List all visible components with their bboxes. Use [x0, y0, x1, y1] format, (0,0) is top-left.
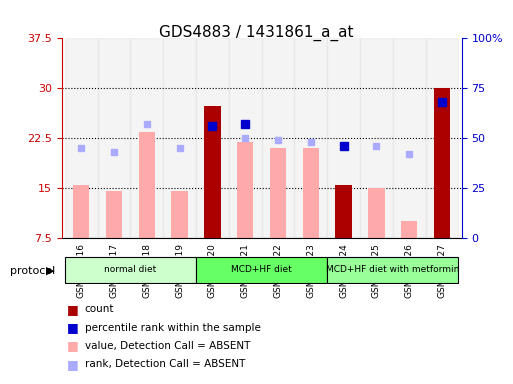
Text: ■: ■	[67, 303, 78, 316]
Text: count: count	[85, 304, 114, 314]
Bar	[204, 106, 221, 238]
Text: MCD+HF diet with metformin: MCD+HF diet with metformin	[326, 265, 460, 274]
Bar	[237, 142, 253, 238]
Bar	[401, 222, 418, 238]
Bar	[294, 38, 327, 238]
Bar	[229, 38, 262, 238]
Text: percentile rank within the sample: percentile rank within the sample	[85, 323, 261, 333]
Bar	[270, 148, 286, 238]
Bar	[163, 38, 196, 238]
Bar	[106, 192, 122, 238]
Bar	[171, 192, 188, 238]
Text: ■: ■	[67, 339, 78, 353]
Bar	[327, 38, 360, 238]
Text: rank, Detection Call = ABSENT: rank, Detection Call = ABSENT	[85, 359, 245, 369]
Text: protocol: protocol	[10, 266, 55, 276]
Text: GDS4883 / 1431861_a_at: GDS4883 / 1431861_a_at	[159, 25, 354, 41]
Bar	[426, 38, 459, 238]
FancyBboxPatch shape	[65, 257, 196, 283]
Text: ■: ■	[67, 358, 78, 371]
Bar	[97, 38, 130, 238]
Text: normal diet: normal diet	[104, 265, 156, 274]
Bar	[130, 38, 163, 238]
Bar	[360, 38, 393, 238]
Text: ▶: ▶	[46, 266, 55, 276]
Bar	[393, 38, 426, 238]
FancyBboxPatch shape	[196, 257, 327, 283]
Bar	[73, 185, 89, 238]
Bar	[303, 148, 319, 238]
Text: value, Detection Call = ABSENT: value, Detection Call = ABSENT	[85, 341, 250, 351]
Text: MCD+HF diet: MCD+HF diet	[231, 265, 292, 274]
Bar	[65, 38, 97, 238]
Bar	[139, 132, 155, 238]
Bar	[336, 185, 352, 238]
Bar	[434, 88, 450, 238]
FancyBboxPatch shape	[327, 257, 459, 283]
Bar	[196, 38, 229, 238]
Bar	[368, 188, 385, 238]
Bar	[262, 38, 294, 238]
Text: ■: ■	[67, 321, 78, 334]
